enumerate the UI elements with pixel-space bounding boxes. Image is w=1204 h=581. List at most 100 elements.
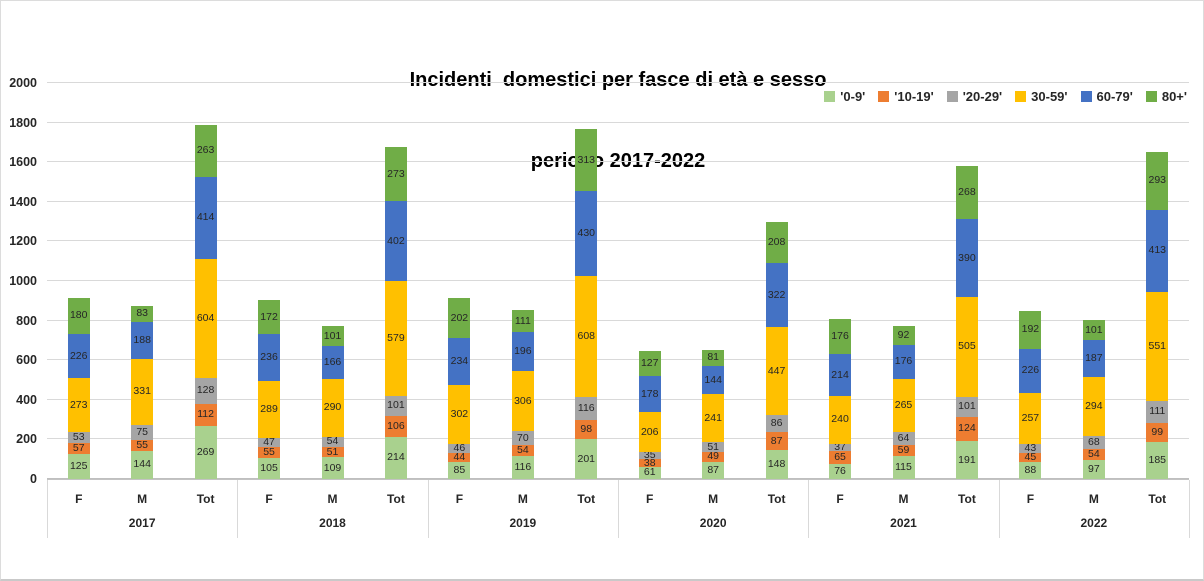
bar-segment — [702, 365, 725, 395]
bar-value-label: 88 — [1024, 463, 1037, 476]
bar-segment — [1082, 449, 1105, 460]
bar-value-label: 101 — [958, 400, 976, 413]
bar-value-label: 127 — [640, 357, 659, 370]
legend-item: 30-59' — [1015, 90, 1068, 103]
x-axis-category-label: Tot — [767, 492, 786, 506]
bar-value-label: 579 — [387, 331, 405, 344]
bar-segment — [384, 281, 407, 396]
legend-label: '10-19' — [894, 89, 934, 104]
bar-segment — [194, 425, 217, 479]
bar-segment — [829, 353, 852, 397]
bar-segment — [321, 457, 344, 479]
bar-segment — [384, 436, 407, 479]
bar-value-label: 128 — [196, 384, 215, 397]
bar-segment — [955, 396, 978, 417]
bar-value-label: 273 — [387, 167, 405, 180]
bar-value-label: 144 — [704, 373, 722, 386]
bar-value-label: 111 — [514, 314, 531, 327]
bar-value-label: 176 — [894, 355, 913, 368]
bar-value-label: 116 — [514, 461, 532, 474]
bar-segment — [194, 403, 217, 426]
bar-segment — [321, 436, 344, 448]
x-axis-year-label: 2018 — [319, 516, 346, 530]
bar-value-label: 49 — [707, 450, 719, 463]
gridline — [47, 121, 1189, 123]
bar-segment — [448, 338, 471, 385]
bar-value-label: 234 — [450, 354, 469, 367]
x-axis-group-divider — [618, 480, 619, 538]
bar-value-label: 37 — [834, 440, 846, 453]
bar-value-label: 115 — [895, 461, 912, 474]
bar-segment — [829, 319, 852, 354]
bar-segment — [892, 456, 915, 479]
bar-value-label: 54 — [326, 435, 339, 448]
bar-segment — [511, 310, 534, 333]
bar-segment — [829, 396, 852, 444]
bar-segment — [1019, 452, 1042, 462]
bar-value-label: 57 — [72, 442, 85, 455]
bar-segment — [702, 349, 725, 366]
bar-segment — [384, 201, 407, 281]
bar-segment — [702, 441, 725, 453]
bar-segment — [638, 376, 661, 412]
bar-segment — [511, 370, 534, 432]
legend: '0-9' '10-19' '20-29' 30-59' 60-79' 80+' — [824, 90, 1187, 103]
bar-segment — [829, 463, 852, 479]
y-tick-label: 1400 — [9, 194, 37, 209]
bar-value-label: 293 — [1148, 174, 1167, 187]
bar-segment — [194, 378, 217, 404]
bar-value-label: 116 — [577, 401, 595, 414]
bar-value-label: 61 — [643, 466, 656, 479]
bar-segment — [955, 441, 978, 479]
bar-value-label: 54 — [516, 444, 529, 457]
bar-value-label: 76 — [834, 464, 846, 477]
bar-segment — [955, 296, 978, 397]
bar-segment — [1082, 459, 1105, 479]
bar-value-label: 551 — [1148, 339, 1167, 352]
bar-segment — [194, 258, 217, 379]
x-axis-group-divider — [1189, 480, 1190, 538]
legend-swatch — [1015, 91, 1027, 102]
bar-value-label: 430 — [577, 227, 596, 240]
bar-value-label: 322 — [767, 288, 786, 301]
bar-segment — [702, 461, 725, 479]
x-axis-category-label: F — [75, 492, 83, 506]
bar-segment — [702, 394, 725, 442]
bar-value-label: 226 — [1021, 364, 1040, 377]
bar-segment — [321, 326, 344, 347]
bar-value-label: 70 — [516, 431, 529, 444]
bar-segment — [67, 454, 90, 479]
x-axis-year-label: 2017 — [128, 516, 156, 530]
x-axis-category-label: F — [646, 492, 654, 506]
bar-segment — [448, 444, 471, 454]
y-tick-label: 1600 — [9, 155, 37, 170]
bar-value-label: 185 — [1148, 454, 1167, 467]
x-axis-group-divider — [427, 480, 429, 538]
bar-segment — [131, 439, 154, 451]
y-tick-label: 400 — [16, 392, 37, 407]
bar-value-label: 109 — [323, 461, 342, 474]
bar-segment — [258, 380, 281, 439]
bar-segment — [1146, 151, 1169, 210]
bar-value-label: 144 — [133, 458, 151, 471]
bar-value-label: 87 — [770, 434, 783, 447]
bar-value-label: 505 — [958, 340, 976, 353]
bar-value-label: 65 — [834, 451, 846, 464]
y-tick-label: 800 — [16, 313, 37, 328]
bar-value-label: 176 — [831, 329, 849, 342]
bar-segment — [1082, 377, 1105, 436]
bar-value-label: 290 — [323, 401, 342, 414]
bar-segment — [892, 431, 915, 445]
bar-value-label: 112 — [197, 408, 214, 421]
bar-value-label: 111 — [1149, 405, 1166, 418]
x-axis-year-label: 2021 — [890, 516, 917, 530]
bar-segment — [67, 432, 90, 443]
bar-value-label: 191 — [958, 453, 976, 466]
bar-segment — [955, 219, 978, 297]
bar-value-label: 294 — [1085, 400, 1103, 413]
x-axis-category-label: Tot — [1148, 492, 1167, 506]
bar-segment — [448, 384, 471, 445]
gridline — [47, 319, 1189, 321]
bar-value-label: 55 — [263, 446, 275, 459]
bar-value-label: 257 — [1021, 412, 1040, 425]
